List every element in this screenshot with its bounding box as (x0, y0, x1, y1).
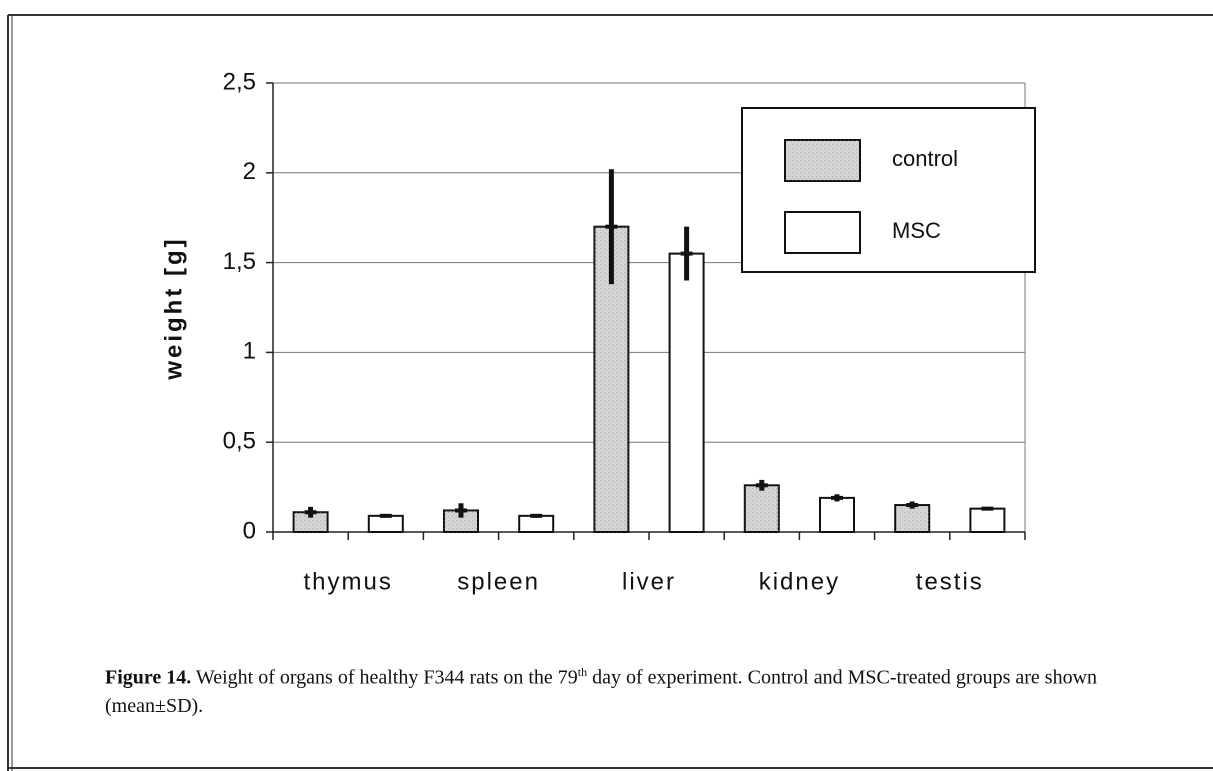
bar (367, 514, 404, 533)
caption-sup: th (577, 665, 588, 679)
y-tick-label: 0,5 (223, 428, 256, 455)
y-tick-label: 2,5 (223, 68, 256, 95)
x-tick-label: testis (916, 568, 984, 595)
x-tick-label: kidney (759, 568, 840, 595)
caption-text: Weight of organs of healthy F344 rats on… (191, 666, 578, 689)
caption: Figure 14. Weight of organs of healthy F… (105, 658, 1165, 720)
bar (969, 507, 1006, 534)
bar-texture (293, 512, 328, 532)
y-tick-label: 1 (243, 338, 256, 365)
caption-label: Figure 14. (105, 666, 192, 689)
bar (518, 514, 555, 533)
y-tick-label: 2 (243, 158, 256, 185)
x-tick-label: liver (622, 568, 676, 595)
bar-texture (895, 505, 930, 532)
bar-texture (444, 510, 478, 532)
x-tick-label: thymus (304, 568, 393, 595)
legend-label: MSC (892, 218, 941, 243)
legend-label: control (892, 146, 958, 171)
y-tick-label: 1,5 (223, 248, 256, 275)
y-tick-label: 0 (243, 517, 256, 544)
bar (668, 252, 705, 533)
caption-text: day of experiment. Control and MSC-treat… (105, 666, 1098, 717)
legend-texture (785, 140, 860, 181)
y-axis-label: weight [g] (160, 236, 187, 380)
bar-texture (744, 485, 779, 532)
x-tick-label: spleen (457, 568, 540, 595)
bar (819, 496, 855, 534)
legend-swatch (784, 211, 861, 254)
